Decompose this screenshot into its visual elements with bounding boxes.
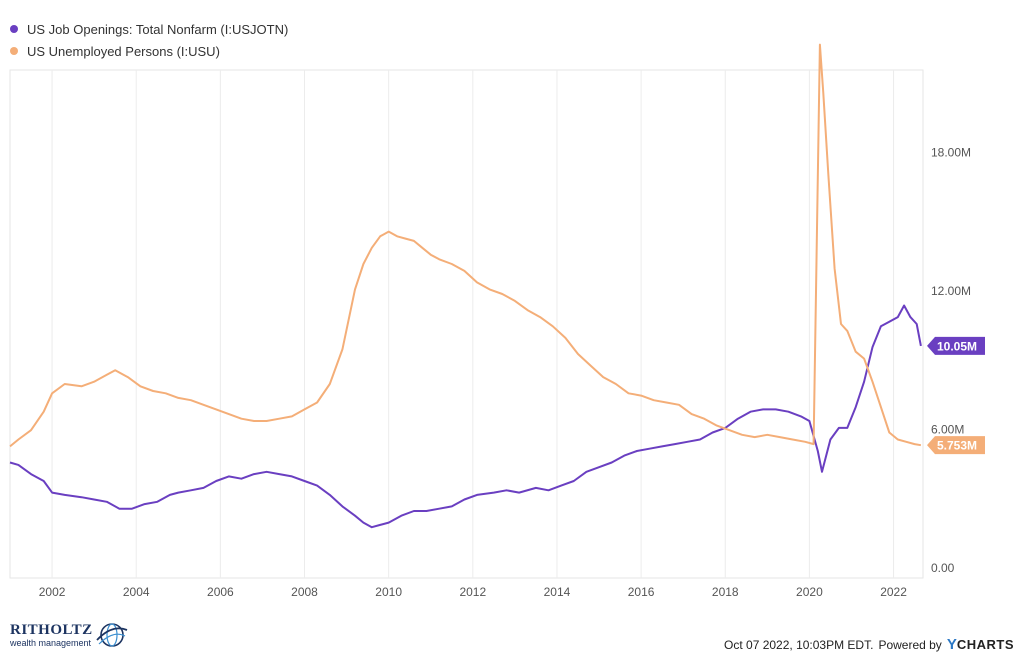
brand-subtitle: wealth management (10, 637, 92, 648)
x-tick-label: 2002 (39, 585, 66, 599)
legend-dot-job-openings (10, 25, 18, 33)
chart-footer: Oct 07 2022, 10:03PM EDT. Powered by Y CH… (724, 636, 1014, 653)
globe-icon (95, 623, 127, 647)
powered-by-text: Powered by (878, 637, 942, 652)
last-value-badge (927, 336, 985, 355)
y-tick-label: 18.00M (931, 145, 971, 159)
x-tick-label: 2010 (375, 585, 402, 599)
series-lines (9, 43, 922, 529)
brand-logo[interactable]: RITHOLTZ wealth management (10, 620, 129, 650)
legend-item-unemployed[interactable]: US Unemployed Persons (I:USU) (10, 40, 288, 62)
last-value-badge (927, 436, 985, 455)
x-tick-label: 2018 (712, 585, 739, 599)
last-value-label: 5.753M (937, 439, 977, 453)
x-tick-label: 2008 (291, 585, 318, 599)
series-line-1[interactable] (9, 43, 922, 448)
grid-lines (51, 70, 895, 578)
x-tick-label: 2012 (459, 585, 486, 599)
ycharts-logo-text[interactable]: CHARTS (956, 637, 1014, 652)
x-tick-label: 2020 (796, 585, 823, 599)
plot-area-border (9, 69, 924, 579)
ycharts-logo-y[interactable]: Y (946, 636, 957, 653)
brand-name: RITHOLTZ (10, 621, 93, 638)
legend-label-unemployed: US Unemployed Persons (I:USU) (27, 43, 220, 59)
legend-dot-unemployed (10, 47, 18, 55)
axes: 2002 2004 2006 2008 2010 2012 2014 2016 2018 2020… (39, 145, 971, 599)
series-line-0[interactable] (9, 304, 922, 529)
y-tick-label: 12.00M (931, 284, 971, 298)
last-value-label: 10.05M (937, 339, 977, 353)
legend-label-job-openings: US Job Openings: Total Nonfarm (I:USJOTN… (27, 21, 289, 37)
y-tick-label: 6.00M (931, 422, 964, 436)
last-value-labels: 10.05M 5.753M (927, 336, 985, 455)
x-tick-label: 2016 (628, 585, 655, 599)
timestamp: Oct 07 2022, 10:03PM EDT. (724, 637, 874, 652)
x-tick-label: 2004 (123, 585, 150, 599)
chart-legend: US Job Openings: Total Nonfarm (I:USJOTN… (10, 18, 288, 62)
x-tick-label: 2006 (207, 585, 234, 599)
legend-item-job-openings[interactable]: US Job Openings: Total Nonfarm (I:USJOTN… (10, 18, 288, 40)
x-tick-label: 2022 (880, 585, 907, 599)
y-tick-label: 0.00 (931, 561, 955, 575)
x-tick-label: 2014 (544, 585, 571, 599)
